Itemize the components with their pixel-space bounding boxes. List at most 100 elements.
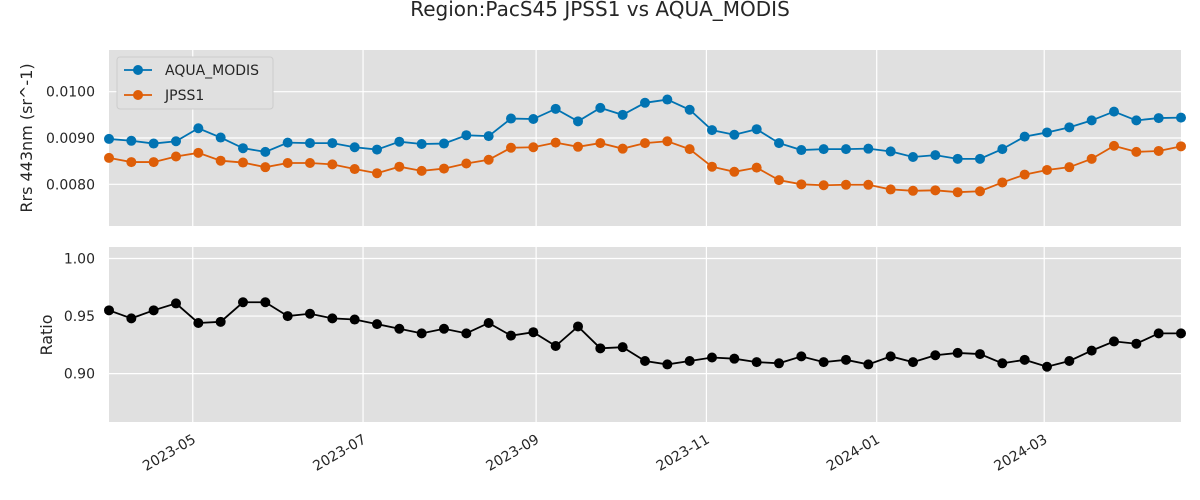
ratio-point <box>260 297 271 308</box>
aqua-modis-point <box>1153 113 1164 124</box>
aqua-modis-point <box>104 133 114 144</box>
jpss1-point <box>796 179 807 190</box>
aqua-modis-point <box>729 129 740 140</box>
aqua-modis-point <box>126 135 137 146</box>
ratio-point <box>952 347 963 358</box>
jpss1-point <box>483 154 494 165</box>
ratio-point <box>774 358 784 369</box>
jpss1-point <box>1176 141 1186 152</box>
ratio-point <box>238 297 248 308</box>
aqua-modis-point <box>550 103 561 114</box>
ratio-point <box>327 313 338 324</box>
aqua-modis-point <box>751 124 762 135</box>
jpss1-point <box>282 158 293 169</box>
ratio-point <box>818 357 829 368</box>
ratio-point <box>1064 355 1075 366</box>
y-tick-label: 0.0100 <box>46 85 95 101</box>
aqua-modis-point <box>885 146 896 157</box>
jpss1-point <box>617 143 628 154</box>
jpss1-point <box>908 185 918 196</box>
ratio-point <box>528 327 539 338</box>
aqua-modis-point <box>997 144 1008 155</box>
ratio-point <box>1086 345 1097 356</box>
aqua-modis-point <box>1019 131 1030 142</box>
ratio-point <box>171 298 181 309</box>
ratio-point <box>1153 328 1164 339</box>
jpss1-point <box>327 159 338 170</box>
aqua-modis-point <box>573 116 583 127</box>
legend-label-aqua: AQUA_MODIS <box>165 63 259 79</box>
ratio-point <box>908 357 918 368</box>
jpss1-point <box>215 155 226 166</box>
ratio-point <box>461 328 472 339</box>
ratio-point <box>997 358 1008 369</box>
aqua-modis-point <box>439 138 449 149</box>
ratio-point <box>506 330 516 341</box>
ratio-point <box>550 341 561 352</box>
x-tick-label: 2023-09 <box>483 432 542 475</box>
legend-marker-jpss <box>133 90 143 100</box>
ratio-point <box>483 317 494 328</box>
jpss1-point <box>349 164 360 175</box>
x-tick-label: 2024-03 <box>992 432 1051 475</box>
jpss1-point <box>729 166 740 177</box>
jpss1-point <box>104 152 114 163</box>
ratio-point <box>282 311 293 322</box>
aqua-modis-point <box>506 113 516 124</box>
aqua-modis-point <box>796 145 807 156</box>
ratio-point <box>1019 354 1030 365</box>
jpss1-point <box>863 179 874 190</box>
y-tick-label: 0.90 <box>64 367 95 383</box>
bottom-y-ticks: 0.90 0.95 1.00 <box>64 252 95 383</box>
top-series <box>104 94 1186 198</box>
aqua-modis-point <box>640 97 650 108</box>
jpss1-point <box>1042 164 1052 175</box>
ratio-point <box>640 355 650 366</box>
y-tick-label: 1.00 <box>64 252 95 268</box>
jpss1-point <box>126 157 137 168</box>
top-y-ticks: 0.0080 0.0090 0.0100 <box>46 85 95 194</box>
jpss1-point <box>930 185 941 196</box>
legend: AQUA_MODIS JPSS1 <box>116 56 274 110</box>
aqua-modis-point <box>305 138 315 149</box>
aqua-modis-point <box>1086 115 1097 126</box>
ratio-point <box>930 350 941 361</box>
jpss1-point <box>372 168 382 179</box>
ratio-point <box>148 305 159 316</box>
aqua-modis-point <box>707 125 717 136</box>
ratio-point <box>349 314 360 325</box>
ratio-point <box>1042 361 1052 372</box>
aqua-modis-point <box>148 138 159 149</box>
aqua-modis-point <box>1064 122 1075 133</box>
top-panel: 0.0080 0.0090 0.0100 AQUA_MODIS JPSS1 Rrs … <box>17 50 1186 226</box>
ratio-point <box>684 355 695 366</box>
legend-label-jpss: JPSS1 <box>164 88 204 104</box>
jpss1-point <box>975 186 985 197</box>
jpss1-point <box>595 138 606 149</box>
aqua-modis-point <box>327 138 338 149</box>
aqua-modis-point <box>774 138 784 149</box>
x-tick-label: 2023-07 <box>310 432 369 475</box>
y-tick-label: 0.0080 <box>46 177 95 193</box>
aqua-modis-point <box>908 151 918 162</box>
legend-marker-aqua <box>133 65 143 75</box>
aqua-modis-point <box>416 139 427 150</box>
aqua-modis-point <box>372 144 382 155</box>
aqua-modis-point <box>595 102 606 113</box>
ratio-point <box>595 343 606 354</box>
ratio-point <box>975 349 985 360</box>
x-tick-label: 2024-01 <box>824 432 883 475</box>
aqua-modis-point <box>818 144 829 155</box>
jpss1-point <box>1109 140 1119 151</box>
jpss1-point <box>550 137 561 148</box>
aqua-modis-point <box>1109 106 1119 117</box>
jpss1-point <box>997 177 1008 188</box>
y-tick-label: 0.95 <box>64 309 95 325</box>
ratio-point <box>863 359 874 370</box>
aqua-modis-point <box>260 146 271 157</box>
legend-box <box>116 56 274 110</box>
jpss1-point <box>774 175 784 186</box>
jpss1-point <box>461 158 472 169</box>
ratio-point <box>1131 338 1142 349</box>
